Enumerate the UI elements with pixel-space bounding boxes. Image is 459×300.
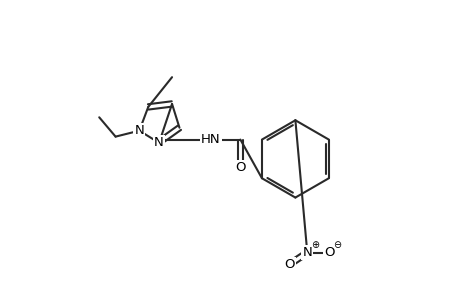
Text: O: O (324, 246, 334, 259)
Text: ⊕: ⊕ (310, 240, 318, 250)
Text: N: N (134, 124, 144, 137)
Text: N: N (302, 246, 312, 259)
Text: O: O (235, 161, 245, 174)
Text: N: N (153, 136, 163, 149)
Text: ⊖: ⊖ (332, 240, 340, 250)
Text: HN: HN (201, 133, 220, 146)
Text: O: O (284, 258, 294, 271)
